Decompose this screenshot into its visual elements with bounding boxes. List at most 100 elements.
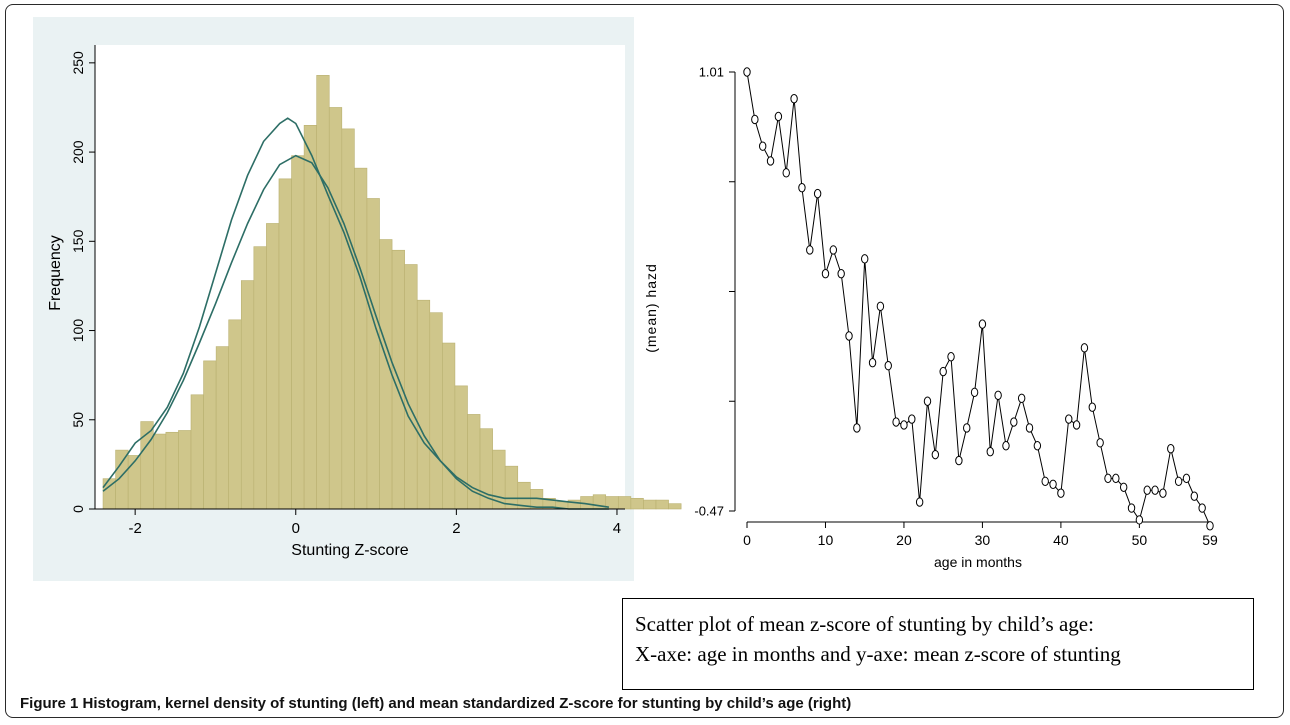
line-chart-point — [1198, 503, 1206, 513]
line-chart-point — [994, 390, 1002, 401]
line-chart-x-tick-label: 30 — [975, 532, 991, 548]
line-chart-y-tick-label: -0.47 — [694, 504, 724, 519]
line-chart-point — [774, 111, 783, 122]
figure-caption: Figure 1 Histogram, kernel density of st… — [20, 695, 851, 712]
line-chart-point — [892, 417, 900, 427]
line-chart-point — [861, 254, 869, 264]
line-chart-point — [766, 156, 775, 166]
line-chart-point — [947, 352, 955, 362]
figure-caption-label: Figure 1 — [20, 695, 79, 712]
line-chart-point — [821, 269, 830, 279]
line-chart-point — [813, 188, 822, 199]
line-chart-point — [1127, 503, 1136, 513]
line-chart-series — [743, 67, 1214, 531]
line-chart-x-tick-label: 0 — [743, 532, 751, 548]
line-chart-point — [1174, 476, 1183, 487]
histogram-y-tick-label: 250 — [70, 51, 86, 75]
line-chart-point — [837, 269, 845, 279]
line-chart-point — [876, 301, 885, 312]
kernel-density-curve — [102, 154, 609, 510]
line-chart-point — [1065, 414, 1073, 424]
histogram-x-axis-label: Stunting Z-score — [291, 542, 408, 559]
line-chart-point — [845, 331, 853, 341]
line-chart-point — [1104, 473, 1112, 484]
annotation-line-1: Scatter plot of mean z-score of stunting… — [635, 612, 1094, 636]
line-chart-point — [1190, 491, 1199, 501]
line-chart-x-ticks: 0 10 20 30 40 50 59 — [743, 522, 1218, 548]
histogram-y-tick-label: 50 — [70, 412, 86, 428]
line-chart-point — [853, 423, 861, 433]
line-chart-point — [1088, 402, 1096, 412]
line-chart-point — [1206, 521, 1214, 531]
line-chart-point — [908, 414, 916, 424]
line-chart-point — [806, 245, 814, 255]
kernel-density-curve — [102, 117, 610, 508]
line-chart-point — [829, 245, 838, 255]
annotation-box: Scatter plot of mean z-score of stunting… — [622, 598, 1254, 690]
line-chart-point — [986, 446, 994, 457]
histogram-x-tick-label: 2 — [452, 520, 460, 537]
histogram-y-tick-label: 150 — [70, 229, 86, 253]
line-chart-point — [790, 93, 798, 104]
line-chart-point — [978, 319, 987, 329]
line-chart-point — [1182, 473, 1191, 484]
line-chart-point — [751, 114, 759, 125]
line-chart-point — [1010, 417, 1018, 427]
line-chart-y-axis-label: (mean) hazd — [643, 263, 659, 353]
line-chart-x-tick-label: 59 — [1202, 532, 1218, 548]
line-chart-point — [1041, 476, 1049, 487]
histogram-x-tick-label: 4 — [613, 520, 621, 537]
line-chart-x-tick-label: 40 — [1053, 532, 1069, 548]
histogram-bars — [102, 75, 682, 510]
histogram-y-ticks: 0 50 100 150 200 250 — [70, 51, 95, 513]
line-chart-series-path — [746, 71, 1211, 527]
line-chart-point — [931, 449, 940, 460]
line-chart-point — [1017, 393, 1026, 403]
line-chart-point — [1002, 441, 1010, 451]
histogram-x-tick-label: -2 — [128, 520, 141, 537]
line-chart-point — [1112, 473, 1120, 484]
histogram-y-tick-label: 200 — [70, 140, 86, 164]
line-chart-point — [782, 168, 790, 178]
line-chart-point — [1151, 485, 1159, 495]
figure-frame — [5, 4, 1284, 718]
histogram-y-tick-label: 100 — [70, 319, 86, 343]
kernel-density-curves — [102, 117, 610, 510]
line-chart-x-tick-label: 10 — [818, 532, 834, 548]
line-chart-point — [955, 455, 963, 466]
line-chart-point — [970, 387, 979, 398]
line-chart-point — [1080, 343, 1089, 353]
line-chart-point — [743, 67, 751, 77]
line-chart-point — [1049, 479, 1057, 490]
line-chart-point — [1167, 444, 1175, 454]
line-chart-x-axis-label: age in months — [934, 554, 1022, 570]
line-chart-point — [798, 182, 806, 193]
line-chart-point — [1072, 420, 1081, 430]
line-chart-point — [1096, 438, 1104, 448]
line-chart-point — [884, 360, 892, 371]
line-chart-point — [1033, 441, 1042, 451]
line-chart-point — [1025, 423, 1034, 433]
line-chart-point — [1143, 485, 1151, 495]
line-chart-point — [1057, 488, 1065, 498]
histogram-y-axis-label: Frequency — [47, 235, 64, 311]
line-chart-point — [1135, 515, 1144, 525]
histogram-x-ticks: -2 0 2 4 — [128, 509, 621, 537]
histogram-x-tick-label: 0 — [292, 520, 300, 537]
line-chart-x-tick-label: 50 — [1132, 532, 1148, 548]
line-chart-x-tick-label: 20 — [896, 532, 912, 548]
line-chart-point — [758, 141, 767, 151]
line-chart-y-tick-label: 1.01 — [699, 65, 724, 80]
figure-caption-text: Histogram, kernel density of stunting (l… — [78, 695, 852, 712]
line-chart-point — [915, 497, 924, 507]
histogram-y-tick-label: 0 — [70, 505, 86, 513]
annotation-line-2: X-axe: age in months and y-axe: mean z-s… — [635, 642, 1121, 666]
histogram-bar — [668, 503, 682, 510]
line-chart-point — [923, 396, 932, 406]
line-chart-point — [1119, 482, 1128, 492]
line-chart-point — [1159, 488, 1167, 498]
line-chart-point — [963, 423, 971, 433]
line-chart-y-ticks: -0.47 1.01 — [694, 65, 735, 519]
